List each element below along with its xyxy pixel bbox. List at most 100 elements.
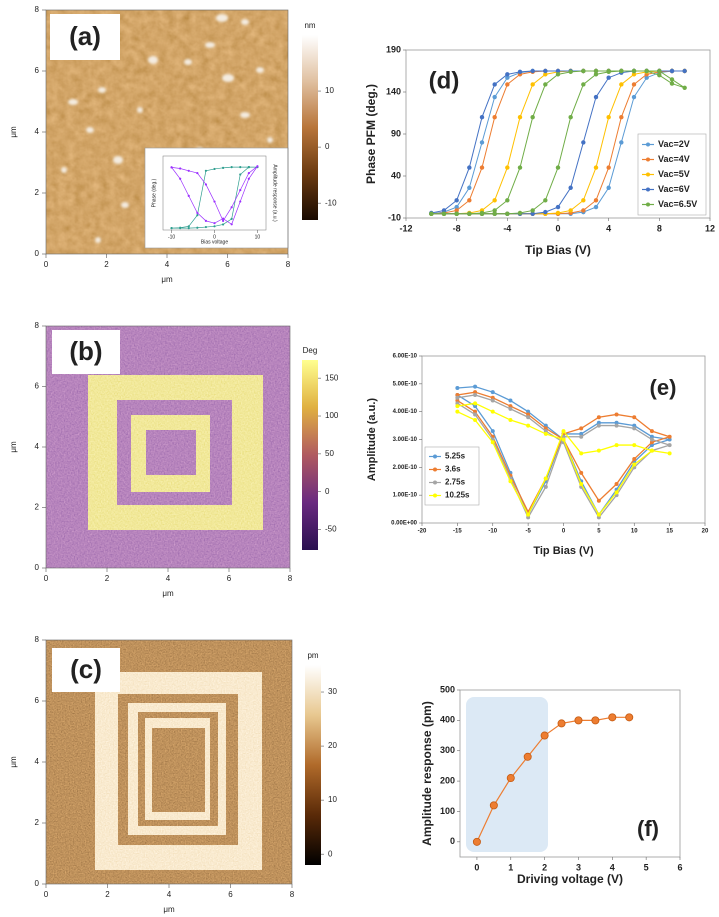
x-tick-label: 15 bbox=[666, 529, 673, 535]
data-point bbox=[230, 206, 233, 209]
legend-label: 3.6s bbox=[445, 465, 461, 474]
series-line bbox=[171, 166, 258, 229]
y-tick-label: 6 bbox=[35, 66, 40, 75]
data-point bbox=[473, 392, 478, 397]
data-point bbox=[614, 490, 619, 495]
x-tick-label: 0 bbox=[213, 234, 216, 240]
data-point bbox=[505, 75, 510, 80]
data-point bbox=[581, 208, 586, 213]
legend-marker bbox=[433, 454, 437, 459]
y-tick-label: 2 bbox=[35, 503, 40, 512]
data-point bbox=[606, 165, 611, 170]
data-point bbox=[579, 431, 584, 436]
data-point bbox=[196, 171, 199, 175]
y-axis-label: μm bbox=[9, 756, 18, 768]
x-tick-label: -10 bbox=[488, 529, 497, 535]
data-point bbox=[505, 211, 510, 216]
data-point bbox=[492, 82, 497, 87]
data-point bbox=[429, 211, 434, 216]
panel-label-box bbox=[640, 370, 686, 406]
data-point bbox=[455, 392, 460, 397]
data-point bbox=[230, 217, 233, 220]
panel-label-box bbox=[50, 14, 120, 60]
data-point bbox=[596, 448, 601, 453]
data-point bbox=[657, 68, 662, 74]
x-tick-label: 10 bbox=[631, 529, 638, 535]
legend-label: 10.25s bbox=[445, 491, 470, 500]
colorbar-tick-label: -10 bbox=[325, 198, 337, 207]
data-point bbox=[179, 226, 182, 229]
legend-label: Vac=5V bbox=[658, 169, 690, 179]
data-point bbox=[492, 94, 497, 100]
y-tick-label: 1.00E-10 bbox=[393, 493, 418, 499]
data-point bbox=[574, 716, 583, 725]
data-point bbox=[619, 115, 624, 120]
x-tick-label: 2 bbox=[105, 574, 110, 583]
colorbar bbox=[302, 360, 318, 550]
y-tick-label: 300 bbox=[440, 745, 455, 755]
data-point bbox=[568, 185, 573, 190]
y-tick-label: 100 bbox=[440, 806, 455, 816]
data-point bbox=[530, 208, 535, 213]
data-point bbox=[555, 210, 561, 216]
data-point bbox=[473, 384, 478, 389]
data-point bbox=[632, 426, 637, 431]
data-point bbox=[593, 204, 599, 210]
x-tick-label: 2 bbox=[104, 260, 109, 269]
y-tick-label: 3.00E-10 bbox=[393, 437, 418, 443]
y-tick-label: 4 bbox=[35, 127, 40, 136]
data-point bbox=[187, 169, 190, 172]
data-point bbox=[606, 75, 611, 80]
y-tick-label: 40 bbox=[391, 170, 401, 180]
data-point bbox=[454, 204, 459, 210]
data-point bbox=[614, 482, 619, 487]
data-point bbox=[632, 415, 637, 420]
data-point bbox=[649, 437, 654, 442]
x-tick-label: 8 bbox=[286, 260, 291, 269]
y-tick-label: 6 bbox=[35, 382, 40, 391]
colorbar-tick-label: 0 bbox=[328, 849, 333, 858]
data-point bbox=[540, 731, 549, 740]
x-tick-label: 8 bbox=[290, 890, 295, 899]
y-tick-label: 400 bbox=[440, 715, 455, 725]
x-axis-label: μm bbox=[161, 275, 173, 284]
data-point bbox=[505, 165, 510, 170]
data-point bbox=[669, 77, 675, 82]
panel-label: (e) bbox=[650, 375, 677, 400]
legend-marker bbox=[433, 493, 437, 498]
data-point bbox=[632, 456, 637, 461]
x-tick-label: -12 bbox=[399, 223, 412, 233]
data-point bbox=[632, 423, 637, 428]
data-point bbox=[667, 437, 672, 442]
data-point bbox=[581, 82, 586, 87]
data-point bbox=[561, 434, 566, 439]
data-point bbox=[667, 451, 672, 456]
x-tick-label: 5 bbox=[597, 529, 601, 535]
data-point bbox=[526, 515, 531, 520]
data-point bbox=[530, 211, 535, 216]
x-tick-label: 2 bbox=[105, 890, 110, 899]
data-point bbox=[221, 219, 225, 222]
data-point bbox=[593, 165, 599, 170]
data-point bbox=[239, 200, 242, 203]
data-point bbox=[649, 448, 654, 453]
data-point bbox=[230, 223, 233, 226]
data-point bbox=[631, 94, 637, 100]
data-point bbox=[473, 412, 478, 417]
panel-label-box bbox=[52, 330, 120, 374]
data-point bbox=[649, 429, 654, 434]
data-point bbox=[492, 115, 497, 120]
legend-label: Vac=6V bbox=[658, 184, 690, 194]
x-tick-label: -20 bbox=[418, 529, 427, 535]
data-point bbox=[454, 198, 459, 203]
data-point bbox=[619, 82, 624, 87]
data-point bbox=[479, 140, 485, 145]
colorbar-label: Deg bbox=[303, 346, 318, 355]
data-point bbox=[631, 72, 637, 77]
data-point bbox=[473, 418, 478, 423]
data-point bbox=[530, 82, 535, 87]
series-line bbox=[457, 385, 670, 517]
y-tick-label: 8 bbox=[35, 321, 40, 330]
x-tick-label: 4 bbox=[165, 260, 170, 269]
legend-label: Vac=4V bbox=[658, 154, 690, 164]
